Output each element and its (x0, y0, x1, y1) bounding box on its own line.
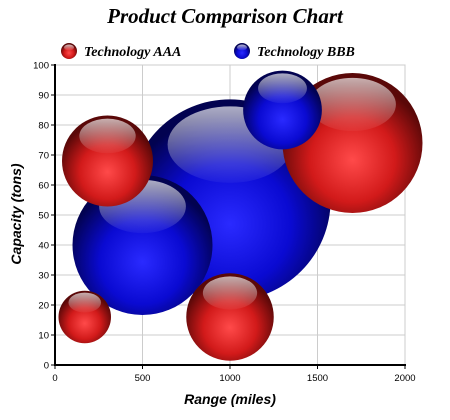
bubble-aaa-0 (58, 290, 111, 344)
bubble-bbb-2 (243, 70, 322, 150)
y-tick-label: 60 (38, 181, 49, 192)
y-tick-label: 10 (38, 331, 49, 342)
bubble-highlight (202, 276, 258, 310)
y-tick-label: 30 (38, 271, 49, 282)
legend-label: Technology AAA (84, 45, 181, 60)
bubble-aaa-2 (186, 273, 274, 361)
y-axis-title: Capacity (tons) (8, 163, 24, 264)
y-tick-label: 80 (38, 121, 49, 132)
legend-marker-highlight (64, 44, 74, 51)
legend-item-bbb: Technology BBB (234, 43, 355, 60)
legend: Technology AAA Technology BBB (61, 43, 355, 60)
chart-title: Product Comparison Chart (107, 4, 343, 28)
y-tick-label: 50 (38, 211, 49, 222)
bubble-highlight (309, 77, 396, 132)
bubble-highlight (258, 73, 307, 104)
y-tick-label: 100 (33, 61, 49, 72)
y-tick-label: 20 (38, 301, 49, 312)
x-tick-label: 2000 (394, 373, 415, 384)
x-tick-label: 0 (52, 373, 57, 384)
bubble-highlight (68, 292, 102, 313)
legend-item-aaa: Technology AAA (61, 43, 181, 60)
x-tick-label: 1500 (307, 373, 328, 384)
x-tick-label: 500 (135, 373, 151, 384)
y-tick-label: 0 (44, 361, 49, 372)
y-tick-label: 40 (38, 241, 49, 252)
bubble-highlight (79, 118, 136, 154)
legend-label: Technology BBB (257, 45, 355, 60)
y-tick-label: 90 (38, 91, 49, 102)
x-axis-title: Range (miles) (184, 391, 276, 407)
bubbles (58, 70, 423, 361)
x-tick-label: 1000 (219, 373, 240, 384)
bubble-aaa-1 (62, 115, 153, 207)
legend-marker-highlight (237, 44, 247, 51)
y-tick-label: 70 (38, 151, 49, 162)
